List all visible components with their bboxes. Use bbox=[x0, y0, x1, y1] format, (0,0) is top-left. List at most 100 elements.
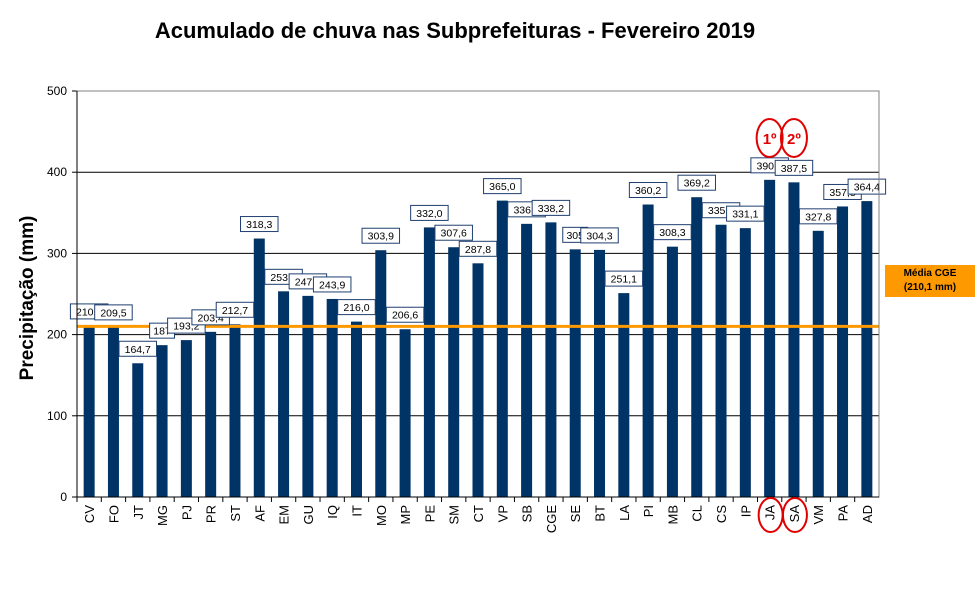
x-tick-label: VP bbox=[495, 505, 510, 522]
x-tick-label: JA bbox=[763, 505, 778, 521]
x-tick-label: LA bbox=[617, 505, 632, 521]
bar bbox=[715, 224, 727, 498]
bar bbox=[788, 182, 800, 497]
rank-marker-circle bbox=[779, 118, 808, 158]
x-tick-label: MG bbox=[155, 505, 170, 526]
x-tick-label: IQ bbox=[325, 505, 340, 519]
rank-category-circle bbox=[781, 497, 808, 533]
y-tick-label: 500 bbox=[47, 84, 67, 98]
data-label: 369,2 bbox=[684, 178, 710, 190]
data-label: 187 bbox=[153, 326, 171, 338]
data-label-box bbox=[483, 178, 522, 195]
data-label-box bbox=[774, 159, 814, 176]
bar bbox=[691, 197, 703, 497]
bar bbox=[521, 223, 533, 497]
x-tick-label: PE bbox=[422, 505, 437, 523]
rank-markers: 1º 2º bbox=[755, 118, 808, 533]
data-label: 206,6 bbox=[392, 310, 418, 322]
bar bbox=[666, 246, 678, 497]
data-label: 304,3 bbox=[586, 230, 612, 242]
x-tick-label: GU bbox=[301, 505, 316, 525]
data-label-box bbox=[677, 174, 716, 191]
data-label: 303,9 bbox=[368, 231, 394, 243]
x-tick-label: MB bbox=[665, 505, 680, 525]
bar bbox=[594, 249, 606, 497]
y-tick-label: 400 bbox=[47, 165, 67, 179]
chart-title: Acumulado de chuva nas Subprefeituras - … bbox=[154, 18, 756, 43]
bar bbox=[205, 331, 217, 497]
data-label-box bbox=[337, 299, 376, 316]
x-tick-label: ST bbox=[228, 505, 243, 522]
y-tick-label: 100 bbox=[47, 409, 67, 423]
bar bbox=[764, 179, 776, 497]
data-label-box bbox=[798, 208, 838, 225]
data-label: 387,5 bbox=[781, 163, 807, 175]
data-label-box bbox=[434, 224, 473, 241]
data-label: 307,6 bbox=[441, 228, 467, 240]
x-tick-label: CT bbox=[471, 505, 486, 522]
bar bbox=[642, 204, 654, 498]
bar bbox=[278, 291, 290, 497]
data-label: 216,0 bbox=[343, 302, 369, 314]
bar bbox=[229, 324, 241, 497]
data-label: 251,1 bbox=[611, 274, 637, 286]
data-label: 243,9 bbox=[319, 279, 345, 291]
bar bbox=[326, 298, 338, 497]
x-tick-label: PR bbox=[204, 505, 219, 523]
average-label-badge: Média CGE (210,1 mm) bbox=[885, 265, 975, 297]
data-label: 164,7 bbox=[125, 344, 151, 356]
data-label-box bbox=[726, 205, 765, 222]
data-label-box bbox=[653, 224, 692, 241]
x-tick-label: AD bbox=[860, 505, 875, 523]
x-tick-label: VM bbox=[811, 505, 826, 525]
data-label-box bbox=[628, 182, 668, 199]
bar bbox=[399, 329, 411, 497]
bar bbox=[472, 263, 484, 497]
x-tick-label: IP bbox=[738, 505, 753, 517]
x-tick-label: CV bbox=[82, 505, 97, 523]
x-tick-label: EM bbox=[277, 505, 292, 525]
data-label: 318,3 bbox=[246, 219, 272, 231]
bar bbox=[156, 345, 168, 497]
x-tick-label: MP bbox=[398, 505, 413, 525]
data-label-box bbox=[361, 227, 401, 244]
x-tick-label: CS bbox=[714, 505, 729, 523]
x-tick-label: SE bbox=[568, 505, 583, 523]
axes: 0 100 200 300 400 500 CV FO JT MG PJ PR ST AF EM GU IQ IT… bbox=[47, 84, 880, 533]
data-label: 332,0 bbox=[416, 208, 442, 220]
data-label-box bbox=[215, 301, 255, 318]
x-tick-label: PJ bbox=[179, 505, 194, 520]
data-label-box bbox=[847, 178, 887, 195]
bar bbox=[302, 295, 314, 497]
bar bbox=[423, 227, 435, 497]
bar bbox=[448, 247, 460, 497]
rank-marker-label: 2º bbox=[787, 131, 801, 148]
data-label: 287,8 bbox=[465, 244, 491, 256]
y-axis-title: Precipitação (mm) bbox=[17, 216, 38, 381]
x-tick-label: AF bbox=[252, 505, 267, 522]
bars bbox=[83, 179, 873, 498]
bar bbox=[739, 228, 751, 498]
bar bbox=[375, 250, 387, 497]
x-tick-label: FO bbox=[106, 505, 121, 523]
x-tick-label: CL bbox=[690, 505, 705, 522]
average-label-value: (210,1 mm) bbox=[903, 282, 957, 293]
bar bbox=[253, 238, 265, 497]
bar bbox=[83, 325, 95, 497]
bar bbox=[496, 200, 508, 497]
data-label-box bbox=[312, 276, 352, 293]
x-tick-label: SB bbox=[520, 505, 535, 522]
rank-marker-circle bbox=[755, 118, 784, 158]
x-tick-label: JT bbox=[131, 505, 146, 520]
bar bbox=[132, 363, 144, 497]
bar bbox=[569, 249, 581, 497]
data-label-box bbox=[385, 306, 425, 323]
data-label-box bbox=[580, 227, 619, 244]
x-tick-label: PA bbox=[836, 505, 851, 522]
rank-marker-label: 1º bbox=[763, 131, 777, 148]
bar bbox=[618, 293, 630, 497]
data-label: 209,5 bbox=[100, 307, 126, 319]
data-label: 338,2 bbox=[538, 203, 564, 215]
data-label: 212,7 bbox=[222, 305, 248, 317]
x-tick-label: SM bbox=[447, 505, 462, 525]
